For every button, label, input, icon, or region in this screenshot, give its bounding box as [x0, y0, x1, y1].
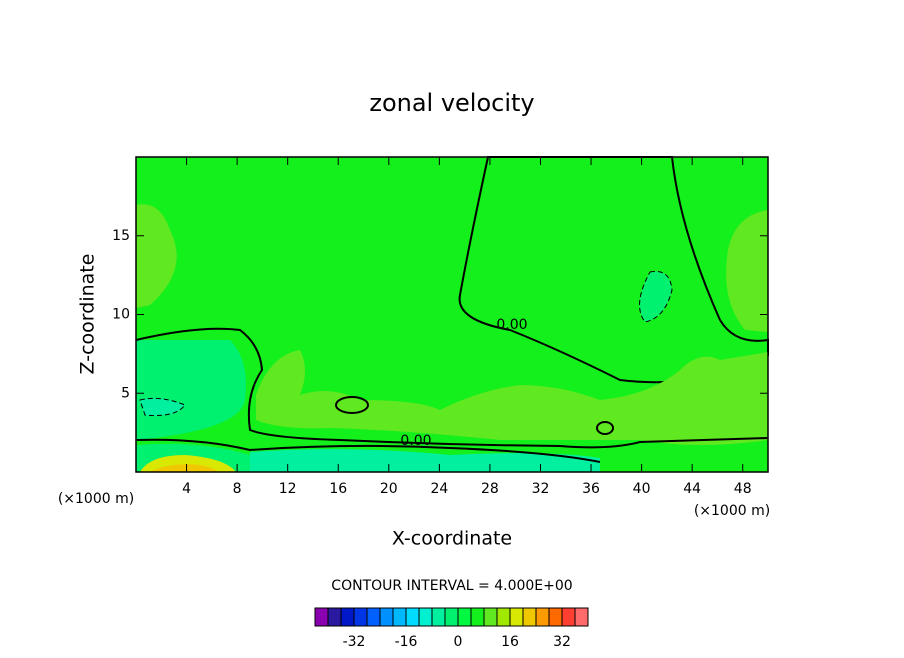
x-tick-label: 4	[182, 481, 191, 497]
colorbar-box	[405, 607, 420, 627]
x-tick-label: 48	[734, 481, 752, 497]
field-region	[726, 210, 768, 332]
colorbar-box	[457, 607, 472, 627]
colorbar-box	[444, 607, 459, 627]
x-tick-label: 24	[430, 481, 448, 497]
x-tick-label: 40	[633, 481, 651, 497]
colorbar-box	[522, 607, 537, 627]
x-tick-label: 28	[481, 481, 499, 497]
colorbar-box	[470, 607, 485, 627]
colorbar-box	[574, 607, 589, 627]
x-tick-label: 8	[233, 481, 242, 497]
contour-line	[135, 438, 601, 463]
x-axis-title: X-coordinate	[392, 528, 512, 550]
colorbar-box	[431, 607, 446, 627]
contour-label: 0.00	[400, 433, 431, 449]
colorbar-box	[418, 607, 433, 627]
x-tick-label: 20	[380, 481, 398, 497]
colorbar-box	[366, 607, 381, 627]
field	[135, 156, 769, 472]
field-region	[250, 449, 600, 472]
field-region	[256, 350, 768, 445]
x-tick-label: 12	[279, 481, 297, 497]
colorbar-box	[353, 607, 368, 627]
colorbar-box	[392, 607, 407, 627]
x-unit-label: (×1000 m)	[694, 503, 770, 519]
contour-line	[596, 421, 614, 435]
y-tick-label: 5	[121, 385, 130, 401]
colorbar-box	[483, 607, 498, 627]
colorbar-box	[509, 607, 524, 627]
y-axis-title: Z-coordinate	[77, 254, 99, 375]
field-region	[639, 270, 673, 323]
field-region	[139, 397, 186, 416]
x-tick-label: 44	[683, 481, 701, 497]
colorbar-box	[561, 607, 576, 627]
colorbar-box	[535, 607, 550, 627]
colorbar-box	[327, 607, 342, 627]
contour-label: 0.00	[496, 317, 527, 333]
x-tick-label: 32	[532, 481, 550, 497]
colorbar-tick-label: 16	[501, 634, 519, 650]
field-region	[150, 464, 218, 472]
field-region	[458, 156, 769, 384]
colorbar-box	[379, 607, 394, 627]
contour-line	[335, 396, 369, 414]
colorbar-box	[314, 607, 329, 627]
chart-title: zonal velocity	[369, 89, 534, 117]
field-region	[136, 204, 177, 308]
colorbar-tick-label: -32	[343, 634, 366, 650]
colorbar-box	[496, 607, 511, 627]
contour-line	[135, 327, 769, 449]
x-unit-label: (×1000 m)	[58, 491, 134, 507]
x-tick-label: 16	[329, 481, 347, 497]
colorbar-box	[548, 607, 563, 627]
y-tick-label: 15	[112, 228, 130, 244]
colorbar-tick-label: 32	[553, 634, 571, 650]
y-tick-label: 10	[112, 307, 130, 323]
contour-info: CONTOUR INTERVAL = 4.000E+00	[331, 578, 572, 594]
colorbar-tick-label: -16	[395, 634, 418, 650]
colorbar-box	[340, 607, 355, 627]
x-tick-label: 36	[582, 481, 600, 497]
colorbar-tick-label: 0	[454, 634, 463, 650]
